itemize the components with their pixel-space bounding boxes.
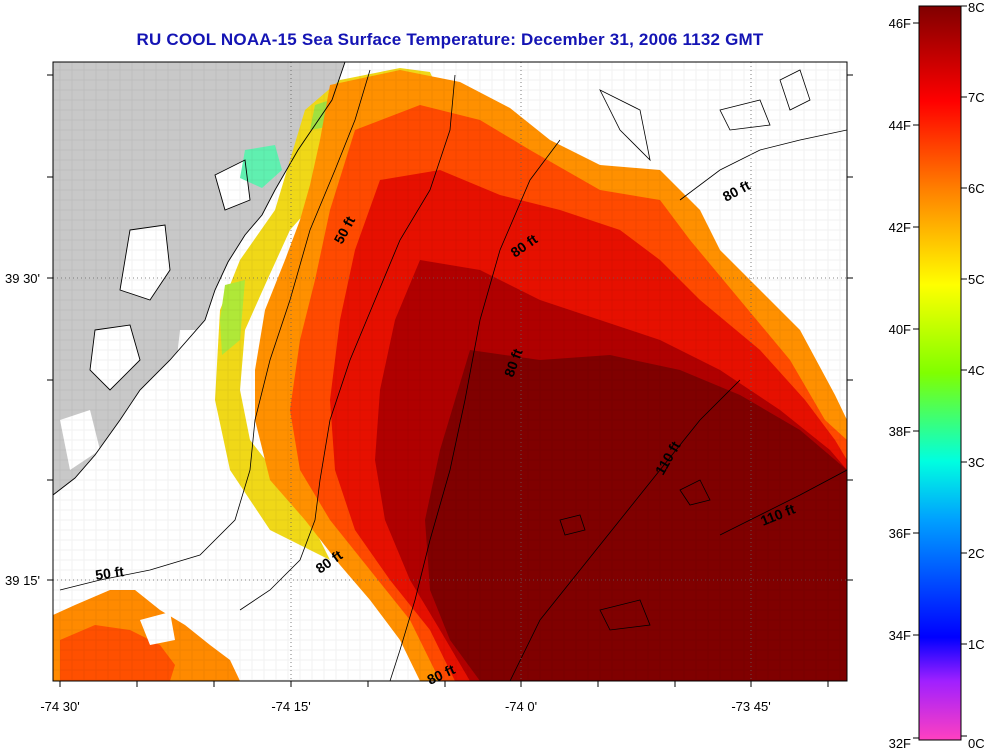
c-label: 0C xyxy=(968,736,985,751)
c-label: 1C xyxy=(968,637,985,652)
lon-label: -74 15' xyxy=(271,699,310,714)
lon-label: -74 0' xyxy=(505,699,537,714)
pixel-grid xyxy=(53,62,847,681)
bathymetry-contours xyxy=(59,69,847,681)
map-frame xyxy=(52,61,848,682)
f-label: 44F xyxy=(889,118,911,133)
contour-label: 50 ft xyxy=(94,563,125,583)
f-label: 32F xyxy=(889,736,911,751)
coastline xyxy=(53,62,346,496)
f-label: 34F xyxy=(889,628,911,643)
celsius-labels: 8C 7C 6C 5C 4C 3C 2C 1C 0C xyxy=(968,0,985,751)
axis-ticks xyxy=(47,74,853,687)
c-label: 8C xyxy=(968,0,985,15)
c-label: 5C xyxy=(968,272,985,287)
colorbar-ticks xyxy=(913,5,967,739)
chart-title: RU COOL NOAA-15 Sea Surface Temperature:… xyxy=(136,30,764,49)
c-label: 7C xyxy=(968,90,985,105)
lon-label: -73 45' xyxy=(731,699,770,714)
graticule xyxy=(53,62,847,681)
c-label: 6C xyxy=(968,181,985,196)
lat-label: 39 15' xyxy=(5,573,40,588)
c-label: 4C xyxy=(968,363,985,378)
f-label: 38F xyxy=(889,424,911,439)
lon-label: -74 30' xyxy=(40,699,79,714)
colorbar-ramp xyxy=(918,5,962,741)
f-label: 42F xyxy=(889,220,911,235)
c-label: 3C xyxy=(968,455,985,470)
f-label: 36F xyxy=(889,526,911,541)
lat-label: 39 30' xyxy=(5,271,40,286)
f-label: 40F xyxy=(889,322,911,337)
fahrenheit-labels: 46F 44F 42F 40F 38F 36F 34F 32F xyxy=(889,16,911,751)
c-label: 2C xyxy=(968,546,985,561)
f-label: 46F xyxy=(889,16,911,31)
